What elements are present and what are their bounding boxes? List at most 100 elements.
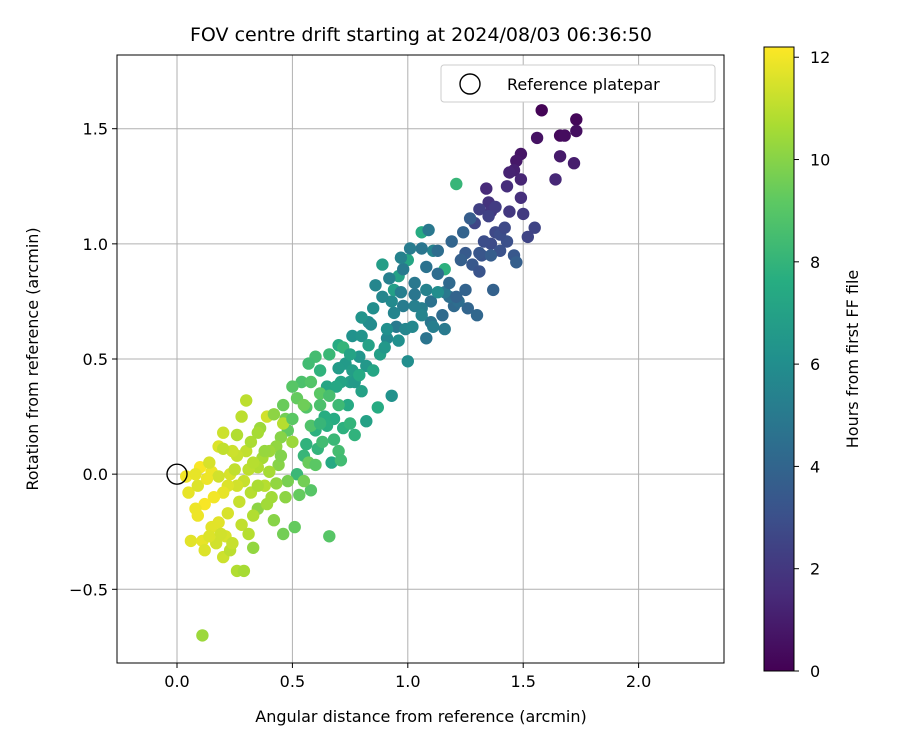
scatter-point [286, 412, 299, 426]
scatter-point [203, 530, 216, 543]
scatter-point [367, 302, 380, 315]
scatter-point [397, 299, 410, 313]
scatter-point [235, 410, 248, 423]
scatter-point [403, 242, 417, 255]
scatter-point [221, 507, 234, 520]
legend: Reference platepar [440, 64, 716, 103]
scatter-point [394, 286, 408, 299]
scatter-point [420, 283, 433, 297]
scatter-point [343, 348, 357, 361]
scatter-point [355, 329, 368, 343]
scatter-point [431, 244, 444, 257]
y-tick-label: 0.0 [83, 465, 108, 484]
scatter-point [198, 544, 211, 557]
scatter-point [332, 398, 345, 412]
scatter-point [378, 341, 391, 354]
scatter-point [247, 509, 260, 522]
scatter-point [438, 322, 451, 336]
scatter-point [457, 226, 470, 239]
scatter-point [367, 364, 380, 377]
scatter-point [191, 479, 204, 492]
x-tick-label: 0.5 [280, 672, 305, 691]
scatter-point [217, 486, 230, 499]
scatter-point [415, 242, 428, 255]
scatter-point [355, 311, 368, 324]
scatter-point [431, 267, 444, 280]
scatter-point [258, 444, 271, 458]
scatter-point [313, 364, 327, 377]
scatter-point [341, 398, 354, 412]
scatter-point [355, 385, 368, 398]
chart-title: FOV centre drift starting at 2024/08/03 … [190, 24, 652, 46]
scatter-point [260, 497, 274, 511]
scatter-point [247, 456, 260, 469]
scatter-point [570, 113, 583, 126]
scatter-point [521, 230, 534, 244]
legend-box [440, 64, 716, 103]
scatter-point [463, 212, 477, 225]
colorbar-tick-label: 10 [810, 151, 830, 170]
scatter-point [251, 426, 264, 439]
scatter-point [313, 398, 327, 412]
scatter-point [383, 272, 396, 285]
scatter-point [427, 320, 440, 333]
scatter-point [316, 435, 329, 449]
colorbar-label: Hours from first FF file [843, 270, 862, 449]
scatter-point [277, 527, 290, 541]
scatter-point [267, 408, 281, 421]
scatter-point [500, 180, 514, 193]
scatter-point [420, 260, 433, 274]
scatter-point [498, 221, 511, 234]
scatter-point [300, 438, 313, 451]
scatter-point [207, 491, 221, 504]
scatter-point [570, 124, 583, 138]
scatter-point [217, 426, 230, 439]
scatter-point [277, 398, 290, 412]
scatter-point [323, 530, 336, 543]
scatter-point [420, 332, 433, 345]
scatter-point [200, 472, 214, 485]
scatter-point [330, 380, 343, 393]
scatter-point [510, 154, 523, 168]
y-tick-label: 1.0 [83, 235, 108, 254]
scatter-point [270, 477, 283, 490]
scatter-point [487, 283, 500, 297]
scatter-point [277, 417, 290, 430]
scatter-point [493, 244, 507, 257]
scatter-point [401, 355, 414, 368]
scatter-point [473, 265, 486, 278]
scatter-point [274, 431, 288, 444]
scatter-point [184, 534, 198, 548]
scatter-point [230, 479, 244, 492]
scatter-point [385, 295, 398, 308]
scatter-point [353, 368, 366, 382]
scatter-point [364, 318, 378, 331]
scatter-point [240, 444, 253, 458]
scatter-point [385, 389, 398, 402]
scatter-point [247, 541, 260, 554]
scatter-point [235, 518, 248, 531]
scatter-point [450, 177, 463, 191]
scatter-point [360, 415, 373, 428]
scatter-point [244, 435, 258, 449]
scatter-point [251, 479, 264, 492]
x-axis-ticks: 0.0 0.5 1.0 1.5 2.0 [164, 663, 651, 691]
scatter-point [203, 456, 216, 469]
x-tick-label: 1.0 [395, 672, 420, 691]
scatter-point [387, 306, 401, 320]
scatter-point [263, 465, 276, 478]
scatter-point [286, 435, 299, 449]
scatter-point [408, 299, 421, 313]
scatter-point [376, 258, 389, 271]
scatter-point [484, 249, 498, 262]
scatter-point [281, 474, 294, 488]
scatter-point [332, 362, 345, 375]
y-tick-label: −0.5 [69, 580, 108, 599]
scatter-point [503, 166, 516, 179]
scatter-point [528, 221, 541, 234]
scatter-point [470, 309, 484, 322]
scatter-point [214, 527, 228, 541]
scatter-point [279, 491, 292, 504]
legend-entry-reference-platepar: Reference platepar [507, 75, 660, 94]
scatter-point [189, 468, 202, 481]
